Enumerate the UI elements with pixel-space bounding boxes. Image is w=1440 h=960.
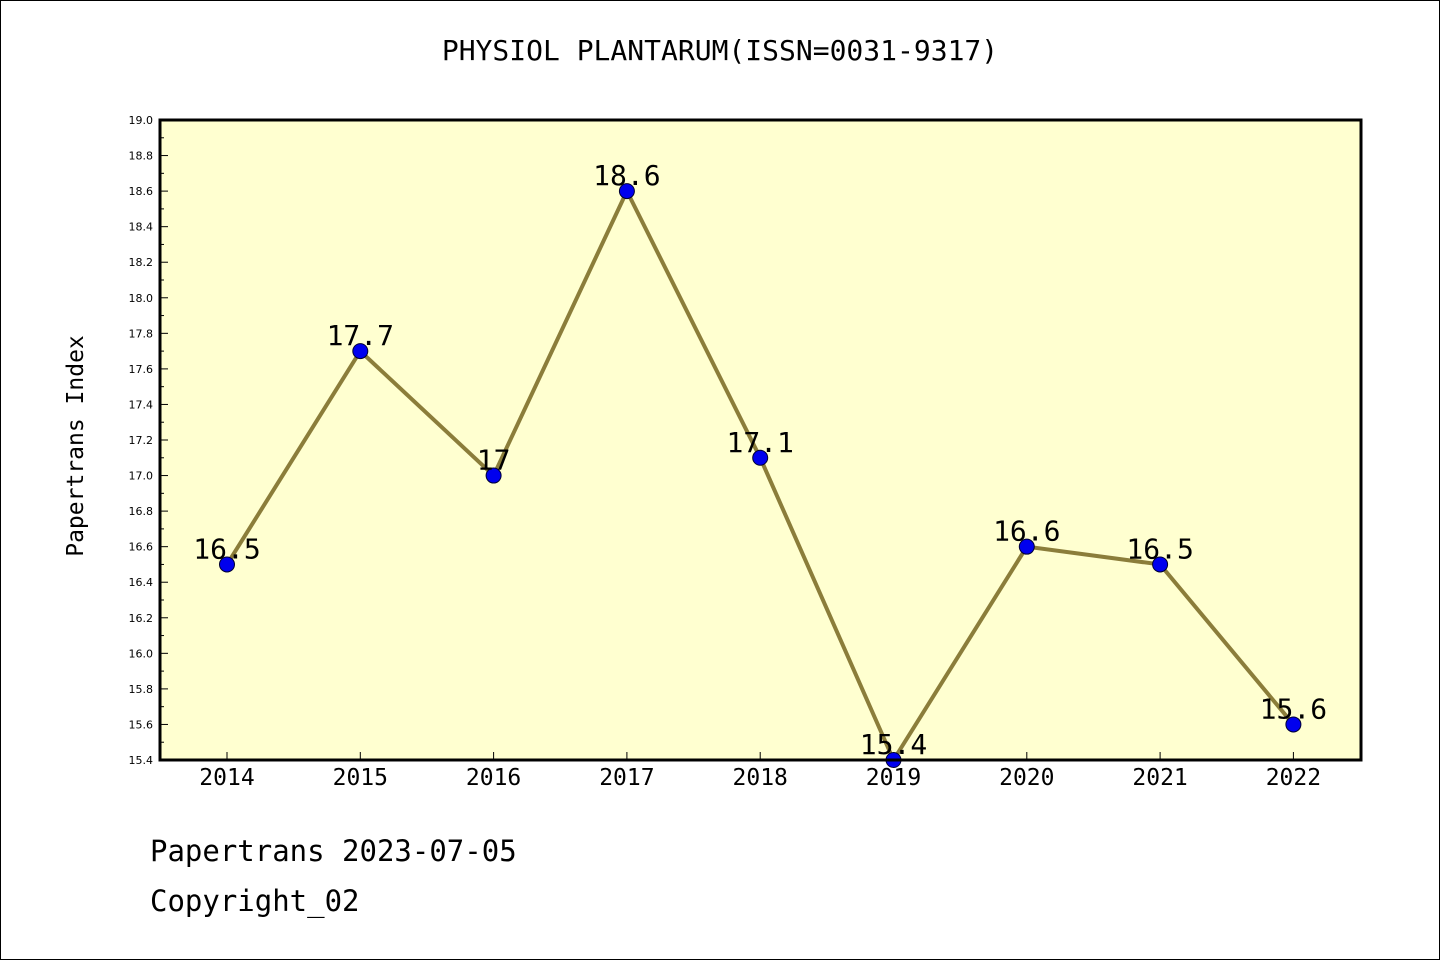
- x-tick-label: 2020: [999, 765, 1054, 791]
- data-label: 16.5: [1126, 532, 1193, 565]
- y-tick-label: 17.2: [129, 434, 154, 447]
- footer-date: Papertrans 2023-07-05: [150, 834, 517, 868]
- data-point: [485, 467, 502, 484]
- y-tick-label: 17.4: [129, 398, 154, 411]
- y-tick-label: 15.4: [129, 754, 154, 767]
- data-label: 17.1: [726, 426, 793, 459]
- y-tick-label: 16.8: [129, 505, 154, 518]
- data-point: [1018, 538, 1035, 555]
- footer-copyright: Copyright_02: [150, 884, 360, 918]
- data-label: 16.6: [993, 515, 1060, 548]
- data-label: 18.6: [593, 159, 660, 192]
- chart-title: PHYSIOL PLANTARUM(ISSN=0031-9317): [441, 34, 999, 67]
- y-tick-label: 15.6: [129, 718, 154, 731]
- data-point: [352, 343, 369, 360]
- y-tick-label: 15.8: [129, 683, 154, 696]
- x-tick-label: 2017: [599, 765, 654, 791]
- y-tick-label: 18.8: [129, 150, 154, 163]
- data-point: [752, 449, 769, 466]
- x-tick-label: 2022: [1266, 765, 1321, 791]
- y-tick-label: 17.0: [129, 470, 154, 483]
- plot-area: [160, 120, 1361, 760]
- x-tick-label: 2019: [866, 765, 921, 791]
- y-tick-label: 16.6: [129, 541, 154, 554]
- data-label: 16.5: [193, 532, 260, 565]
- y-tick-label: 18.4: [129, 221, 154, 234]
- y-tick-label: 16.2: [129, 612, 154, 625]
- y-tick-label: 18.2: [129, 256, 154, 269]
- x-tick-label: 2021: [1132, 765, 1187, 791]
- data-point: [618, 183, 635, 200]
- y-tick-label: 16.0: [129, 647, 154, 660]
- data-label: 17.7: [327, 319, 394, 352]
- y-tick-label: 18.0: [129, 292, 154, 305]
- data-label: 15.4: [860, 728, 927, 761]
- data-point: [1285, 716, 1302, 733]
- y-tick-label: 17.6: [129, 363, 154, 376]
- data-label: 17: [477, 444, 511, 477]
- x-tick-label: 2016: [466, 765, 521, 791]
- y-tick-label: 17.8: [129, 327, 154, 340]
- y-tick-label: 18.6: [129, 185, 154, 198]
- data-point: [1152, 556, 1169, 573]
- x-tick-label: 2018: [733, 765, 788, 791]
- y-tick-label: 19.0: [129, 114, 154, 127]
- x-tick-label: 2015: [333, 765, 388, 791]
- y-tick-label: 16.4: [129, 576, 154, 589]
- plot-border: [158, 118, 1363, 762]
- x-tick-label: 2014: [199, 765, 254, 791]
- data-point: [219, 556, 235, 573]
- data-label: 15.6: [1260, 692, 1327, 725]
